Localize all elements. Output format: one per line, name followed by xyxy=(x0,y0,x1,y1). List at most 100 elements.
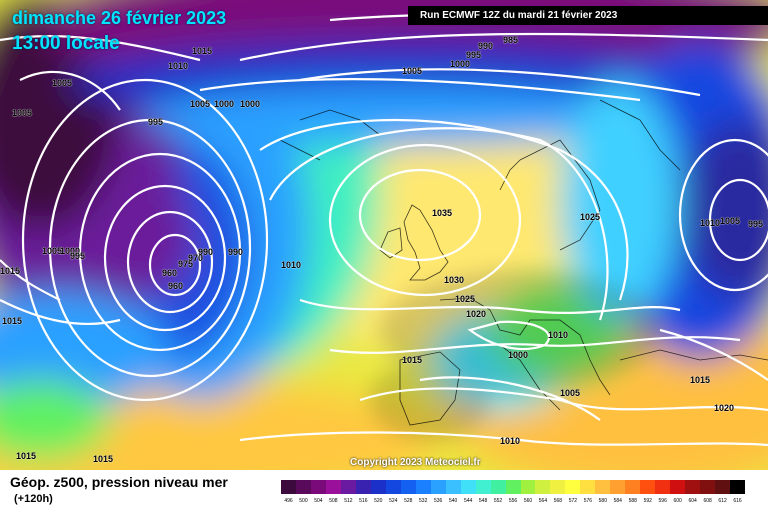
isobar-label: 1005 xyxy=(720,216,741,226)
isobar-label: 1015 xyxy=(402,355,423,365)
coastlines xyxy=(279,99,768,426)
legend-swatch xyxy=(400,480,416,494)
isobar-label: 1000 xyxy=(240,99,261,109)
legend-swatch xyxy=(281,480,296,494)
isobar-label: 1015 xyxy=(192,46,213,56)
legend-swatch xyxy=(430,480,446,494)
legend-value: 576 xyxy=(583,498,593,504)
color-scale-legend xyxy=(281,480,746,494)
model-run-label: Run ECMWF 12Z du mardi 21 février 2023 xyxy=(408,6,768,25)
weather-map: 1015 1010 1005 1005 995 1005 1000 1000 9… xyxy=(0,0,768,470)
copyright-text: Copyright 2023 Meteociel.fr xyxy=(350,457,481,468)
isobar-label: 1005 xyxy=(12,108,33,118)
isobar-label: 990 xyxy=(228,247,244,257)
isobar-label: 990 xyxy=(478,41,494,51)
isobar-label: 1010 xyxy=(281,260,302,270)
isobar-label: 1005 xyxy=(52,78,73,88)
legend-swatch xyxy=(310,480,326,494)
legend-swatch xyxy=(550,480,566,494)
isobar-label: 1035 xyxy=(432,208,453,218)
isobar-label: 1005 xyxy=(560,388,581,398)
legend-swatch xyxy=(325,480,341,494)
isobar-label: 960 xyxy=(168,281,184,291)
map-title: Géop. z500, pression niveau mer xyxy=(10,474,228,490)
isobar-label: 1015 xyxy=(93,454,114,464)
legend-swatch xyxy=(670,480,686,494)
isobar-label: 995 xyxy=(466,50,482,60)
legend-swatch xyxy=(370,480,386,494)
legend-value: 560 xyxy=(523,498,533,504)
legend-value: 532 xyxy=(419,498,428,504)
legend-value: 544 xyxy=(463,498,473,504)
legend-swatch xyxy=(715,480,731,494)
isobar-label: 1010 xyxy=(168,61,189,71)
legend-value: 596 xyxy=(658,498,667,504)
isobars xyxy=(0,13,768,447)
legend-value: 588 xyxy=(628,498,637,504)
legend-swatch xyxy=(535,480,551,494)
legend-value: 528 xyxy=(404,498,413,504)
legend-value: 556 xyxy=(508,498,518,504)
color-scale-labels: 496 500 504 508 512 516 520 524 528 532 536 540 544 5… xyxy=(281,498,745,508)
legend-swatch xyxy=(415,480,431,494)
legend-value: 616 xyxy=(733,498,742,504)
isobar-label: 1015 xyxy=(16,451,37,461)
forecast-hour: (+120h) xyxy=(14,493,53,505)
isobar-label: 995 xyxy=(148,117,164,127)
legend-value: 584 xyxy=(613,498,622,504)
legend-swatch xyxy=(580,480,596,494)
legend-value: 564 xyxy=(538,498,548,504)
legend-value: 604 xyxy=(688,498,697,504)
legend-value: 548 xyxy=(478,498,488,504)
legend-value: 536 xyxy=(434,498,443,504)
legend-value: 520 xyxy=(374,498,383,504)
forecast-time: 13:00 locale xyxy=(12,33,120,54)
isobar-label: 995 xyxy=(70,251,86,261)
legend-value: 568 xyxy=(553,498,563,504)
legend-swatch xyxy=(340,480,356,494)
isobar-label: 1000 xyxy=(508,350,529,360)
map-field xyxy=(0,0,768,470)
isobar-label: 1010 xyxy=(500,436,521,446)
legend-value: 496 xyxy=(284,498,293,504)
legend-value: 608 xyxy=(703,498,712,504)
legend-swatch xyxy=(640,480,656,494)
legend-swatch xyxy=(700,480,716,494)
legend-swatch xyxy=(565,480,581,494)
legend-swatch xyxy=(730,480,746,494)
legend-value: 512 xyxy=(344,498,353,504)
legend-value: 524 xyxy=(389,498,398,504)
legend-value: 600 xyxy=(673,498,682,504)
legend-value: 612 xyxy=(718,498,727,504)
legend-swatch xyxy=(445,480,461,494)
isobar-label: 1005 xyxy=(402,66,423,76)
isobar-label: 1020 xyxy=(466,309,487,319)
legend-value: 540 xyxy=(448,498,458,504)
isobar-label: 960 xyxy=(162,268,178,278)
isobar-label: 1030 xyxy=(444,275,465,285)
isobar-label: 990 xyxy=(198,247,214,257)
legend-value: 508 xyxy=(329,498,338,504)
legend-swatch xyxy=(625,480,641,494)
isobar-label: 975 xyxy=(178,259,194,269)
isobar-label: 1015 xyxy=(0,266,21,276)
legend-swatch xyxy=(490,480,506,494)
isobar-label: 1000 xyxy=(214,99,235,109)
legend-value: 500 xyxy=(299,498,308,504)
legend-swatch xyxy=(505,480,521,494)
isobar-label: 995 xyxy=(748,219,764,229)
legend-swatch xyxy=(385,480,401,494)
legend-swatch xyxy=(610,480,626,494)
map-footer: Géop. z500, pression niveau mer (+120h) … xyxy=(0,470,768,512)
legend-swatch xyxy=(655,480,671,494)
legend-value: 552 xyxy=(493,498,503,504)
legend-value: 516 xyxy=(359,498,368,504)
legend-value: 504 xyxy=(314,498,323,504)
isobar-label: 1025 xyxy=(455,294,476,304)
isobar-label: 1005 xyxy=(42,246,63,256)
isobar-label: 1000 xyxy=(450,59,471,69)
legend-swatch xyxy=(595,480,611,494)
isobar-label: 970 xyxy=(188,253,204,263)
isobar-label: 985 xyxy=(503,35,519,45)
forecast-date: dimanche 26 février 2023 xyxy=(12,8,227,28)
